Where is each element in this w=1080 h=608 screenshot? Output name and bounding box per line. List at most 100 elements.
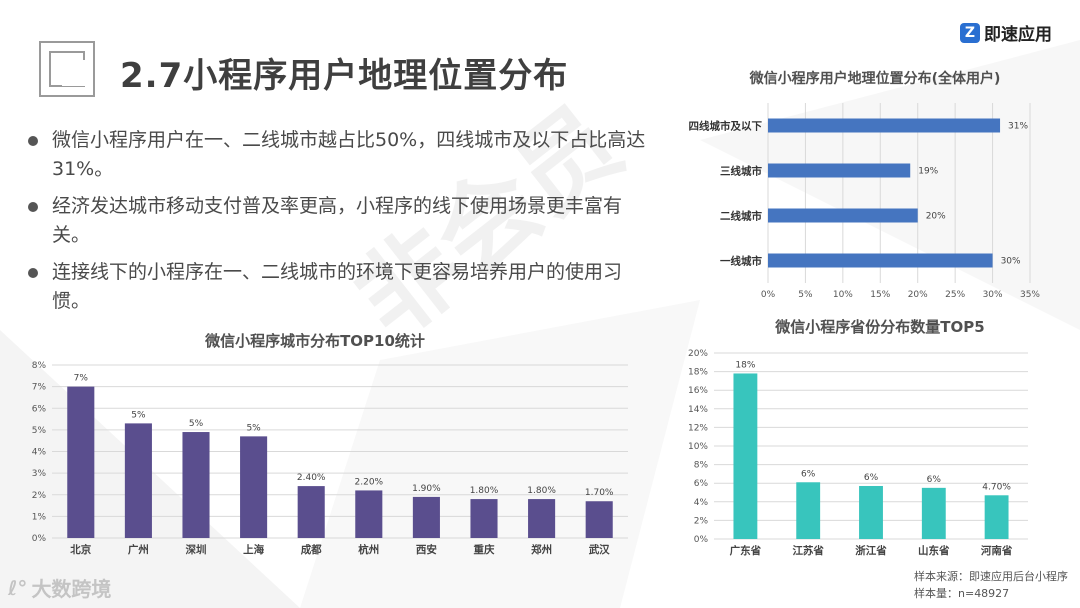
page-title: 2.7小程序用户地理位置分布: [120, 56, 569, 96]
source-note: 样本来源：即速应用后台小程序 样本量：n=48927: [914, 568, 1068, 602]
data-label: 31%: [1008, 122, 1028, 132]
y-tick-label: 三线城市: [720, 165, 762, 178]
bar: [768, 208, 918, 223]
y-tick-label: 四线城市及以下: [689, 120, 763, 133]
y-tick-label: 6%: [32, 404, 47, 414]
bullet-item: 经济发达城市移动支付普及率更高，小程序的线下使用场景更丰富有关。: [26, 192, 646, 250]
x-tick-label: 杭州: [358, 543, 379, 556]
footer-logo-icon: ℓ°: [8, 575, 28, 600]
x-tick-label: 河南省: [981, 544, 1013, 557]
bar: [768, 253, 993, 268]
bar: [297, 486, 325, 538]
x-tick-label: 重庆: [474, 543, 495, 556]
data-label: 1.70%: [585, 488, 614, 498]
x-tick-label: 成都: [301, 543, 322, 556]
bar: [355, 490, 383, 538]
x-tick-label: 30%: [983, 290, 1003, 300]
y-tick-label: 2%: [694, 516, 709, 526]
data-label: 2.40%: [297, 473, 326, 483]
bar: [240, 436, 268, 538]
y-tick-label: 4%: [694, 498, 709, 508]
x-tick-label: 武汉: [589, 543, 610, 556]
y-tick-label: 0%: [32, 534, 47, 544]
x-tick-label: 5%: [798, 290, 813, 300]
bullet-item: 连接线下的小程序在一、二线城市的环境下更容易培养用户的使用习惯。: [26, 258, 646, 316]
data-label: 5%: [189, 419, 204, 429]
x-tick-label: 山东省: [918, 544, 950, 557]
footer-logo: ℓ° 大数跨境: [8, 573, 111, 602]
x-tick-label: 江苏省: [792, 544, 824, 557]
brand-logo: Z 即速应用: [960, 20, 1052, 45]
bar: [768, 118, 1001, 133]
province-chart-title: 微信小程序省份分布数量TOP5: [775, 318, 985, 336]
bullet-list: 微信小程序用户在一、二线城市越占比50%，四线城市及以下占比高达31%。 经济发…: [26, 126, 646, 324]
data-label: 7%: [74, 374, 89, 384]
x-tick-label: 郑州: [531, 543, 552, 556]
y-tick-label: 6%: [694, 479, 709, 489]
y-tick-label: 8%: [694, 461, 709, 471]
bar: [67, 386, 95, 538]
y-tick-label: 0%: [694, 535, 709, 545]
x-tick-label: 20%: [908, 290, 928, 300]
bar: [796, 482, 821, 539]
bar: [528, 499, 556, 538]
bar: [768, 163, 911, 178]
data-label: 20%: [926, 212, 946, 222]
y-tick-label: 7%: [32, 383, 47, 393]
y-tick-label: 16%: [688, 386, 708, 396]
data-label: 1.80%: [470, 486, 499, 496]
y-tick-label: 2%: [32, 491, 47, 501]
city-chart-title: 微信小程序城市分布TOP10统计: [205, 332, 425, 350]
y-tick-label: 二线城市: [720, 210, 762, 223]
y-tick-label: 20%: [688, 349, 708, 359]
bar: [984, 495, 1009, 539]
data-label: 2.20%: [355, 477, 384, 487]
y-tick-label: 12%: [688, 423, 708, 433]
x-tick-label: 广东省: [730, 544, 762, 557]
data-label: 6%: [927, 475, 942, 485]
data-label: 6%: [801, 469, 816, 479]
source-text: 样本来源：即速应用后台小程序: [914, 570, 1068, 583]
city-distribution-chart: 0% 1% 2% 3% 4% 5% 6% 7% 8% 7% 北京 5% 广州 5% 深圳 5% 上海 2.40% 成…: [32, 361, 628, 556]
data-label: 5%: [131, 410, 146, 420]
y-tick-label: 3%: [32, 469, 47, 479]
bar: [859, 485, 883, 539]
data-label: 18%: [735, 360, 755, 370]
y-tick-label: 一线城市: [720, 255, 762, 268]
x-tick-label: 北京: [70, 543, 91, 556]
data-label: 1.90%: [412, 484, 441, 494]
bar: [585, 501, 613, 538]
bar: [412, 496, 440, 538]
bar: [124, 423, 152, 538]
x-tick-label: 深圳: [186, 543, 207, 556]
x-tick-label: 浙江省: [855, 544, 887, 557]
data-label: 6%: [864, 473, 879, 483]
x-tick-label: 10%: [833, 290, 853, 300]
x-tick-label: 西安: [416, 543, 437, 556]
x-tick-label: 35%: [1020, 290, 1040, 300]
x-tick-label: 广州: [128, 543, 149, 556]
tier-distribution-chart: 0% 5% 10% 15% 20% 25% 30% 35% 31% 四线城市及以下 19% 三线城市 2…: [689, 103, 1040, 300]
data-label: 30%: [1001, 257, 1021, 267]
y-tick-label: 14%: [688, 405, 708, 415]
y-tick-label: 4%: [32, 448, 47, 458]
footer-logo-text: 大数跨境: [31, 577, 112, 601]
brand-mark-icon: Z: [960, 22, 980, 43]
data-label: 1.80%: [527, 486, 556, 496]
tier-chart-title: 微信小程序用户地理位置分布(全体用户): [749, 71, 1001, 87]
y-tick-label: 18%: [688, 368, 708, 378]
province-distribution-chart: 0% 2% 4% 6% 8% 10% 12% 14% 16% 18% 20% 18% 广东省 6% 江苏省 6…: [688, 349, 1028, 557]
data-label: 4.70%: [982, 482, 1011, 492]
brand-name: 即速应用: [984, 25, 1052, 45]
y-tick-label: 8%: [32, 361, 47, 371]
title-decoration-icon: [39, 41, 95, 97]
x-tick-label: 15%: [870, 290, 890, 300]
bar: [921, 487, 946, 539]
x-tick-label: 0%: [761, 290, 776, 300]
bullet-item: 微信小程序用户在一、二线城市越占比50%，四线城市及以下占比高达31%。: [26, 126, 646, 184]
y-tick-label: 10%: [688, 442, 708, 452]
bar: [733, 373, 758, 539]
sample-size: 样本量：n=48927: [914, 587, 1010, 600]
bar: [182, 432, 210, 538]
data-label: 5%: [246, 423, 261, 433]
